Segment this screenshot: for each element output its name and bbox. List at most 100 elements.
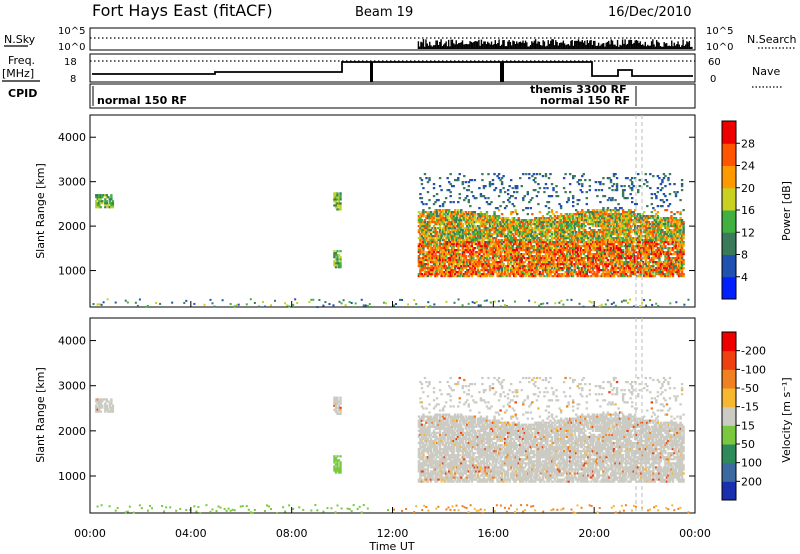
power-cell xyxy=(640,253,643,256)
power-cell xyxy=(499,245,502,248)
power-cell xyxy=(668,223,672,226)
power-cell xyxy=(591,217,595,220)
power-cell xyxy=(544,173,548,176)
power-cell xyxy=(469,229,472,232)
power-cell xyxy=(506,233,510,236)
power-cell xyxy=(532,223,536,226)
power-cell xyxy=(540,225,543,228)
power-cell xyxy=(606,273,610,276)
power-cell xyxy=(630,267,634,270)
power-cell xyxy=(485,245,489,248)
power-cell xyxy=(579,271,582,274)
power-cell xyxy=(578,225,581,228)
power-cell xyxy=(460,269,463,272)
power-cell xyxy=(467,243,471,246)
power-cell xyxy=(450,271,454,274)
power-cell xyxy=(609,179,613,182)
power-cell xyxy=(472,233,475,236)
power-cell xyxy=(419,273,422,276)
power-cell xyxy=(647,227,651,230)
power-cell xyxy=(641,265,644,268)
power-cell xyxy=(600,241,604,244)
power-cell xyxy=(466,275,469,278)
power-cell xyxy=(591,259,595,262)
power-cell xyxy=(547,261,551,264)
power-cell xyxy=(629,275,632,278)
power-cell xyxy=(562,267,566,270)
power-cell xyxy=(599,257,602,260)
power-cell xyxy=(611,219,614,222)
power-cell xyxy=(635,239,638,242)
nsearch-bar xyxy=(441,46,444,49)
power-cell xyxy=(502,221,505,224)
power-cell xyxy=(597,237,601,240)
power-cell xyxy=(535,269,539,272)
power-cell xyxy=(534,233,537,236)
power-cell xyxy=(472,247,475,250)
power-cell xyxy=(481,219,484,222)
power-cell xyxy=(511,247,514,250)
power-cell xyxy=(605,235,608,238)
power-cell xyxy=(514,227,517,230)
power-cell xyxy=(594,211,598,214)
power-cell xyxy=(528,259,531,262)
power-cell xyxy=(582,245,585,248)
power-cell xyxy=(441,257,445,260)
power-cell xyxy=(514,251,517,254)
power-cell xyxy=(570,233,573,236)
power-cell xyxy=(641,271,644,274)
power-cell xyxy=(531,273,534,276)
power-cell xyxy=(434,263,437,266)
power-cell xyxy=(339,262,342,265)
power-cell xyxy=(659,265,663,268)
power-cell xyxy=(419,227,422,230)
power-cell xyxy=(633,213,637,216)
power-cell xyxy=(627,251,631,254)
power-cell xyxy=(629,269,632,272)
power-cell xyxy=(611,237,614,240)
power-cell xyxy=(555,265,558,268)
power-cell xyxy=(458,211,461,214)
power-cell xyxy=(443,227,446,230)
power-cell xyxy=(546,259,549,262)
power-cell xyxy=(469,219,472,222)
power-cell xyxy=(482,227,486,230)
power-cell xyxy=(517,225,520,228)
power-cell xyxy=(428,225,431,228)
power-cell xyxy=(526,251,530,254)
power-cell xyxy=(664,227,667,230)
power-cell xyxy=(632,263,635,266)
power-cell xyxy=(470,275,474,278)
power-cell xyxy=(555,267,558,270)
power-cell xyxy=(621,191,625,194)
power-cell xyxy=(469,271,472,274)
power-cell xyxy=(508,201,511,204)
power-cell xyxy=(550,275,554,278)
power-cell xyxy=(493,269,496,272)
power-cell xyxy=(450,229,454,232)
power-cell xyxy=(426,191,430,194)
power-cell xyxy=(443,257,446,260)
power-cell xyxy=(506,223,510,226)
power-cell xyxy=(617,265,620,268)
power-cell xyxy=(640,231,643,234)
power-cell xyxy=(438,231,442,234)
power-cell xyxy=(525,221,528,224)
power-cell xyxy=(581,175,584,178)
power-cell xyxy=(457,253,460,256)
power-cell xyxy=(107,206,110,209)
power-cell xyxy=(621,211,625,214)
power-cell xyxy=(443,275,446,278)
nsearch-bar xyxy=(458,43,460,49)
power-cell xyxy=(437,237,440,240)
power-cell xyxy=(469,213,472,216)
power-cell xyxy=(624,253,628,256)
power-cell xyxy=(638,241,641,244)
power-cell xyxy=(496,265,499,268)
power-cell xyxy=(503,235,507,238)
power-cell xyxy=(578,251,581,254)
power-cell xyxy=(435,227,439,230)
power-cell xyxy=(650,221,654,224)
power-cell xyxy=(588,223,592,226)
power-cell xyxy=(559,229,563,232)
